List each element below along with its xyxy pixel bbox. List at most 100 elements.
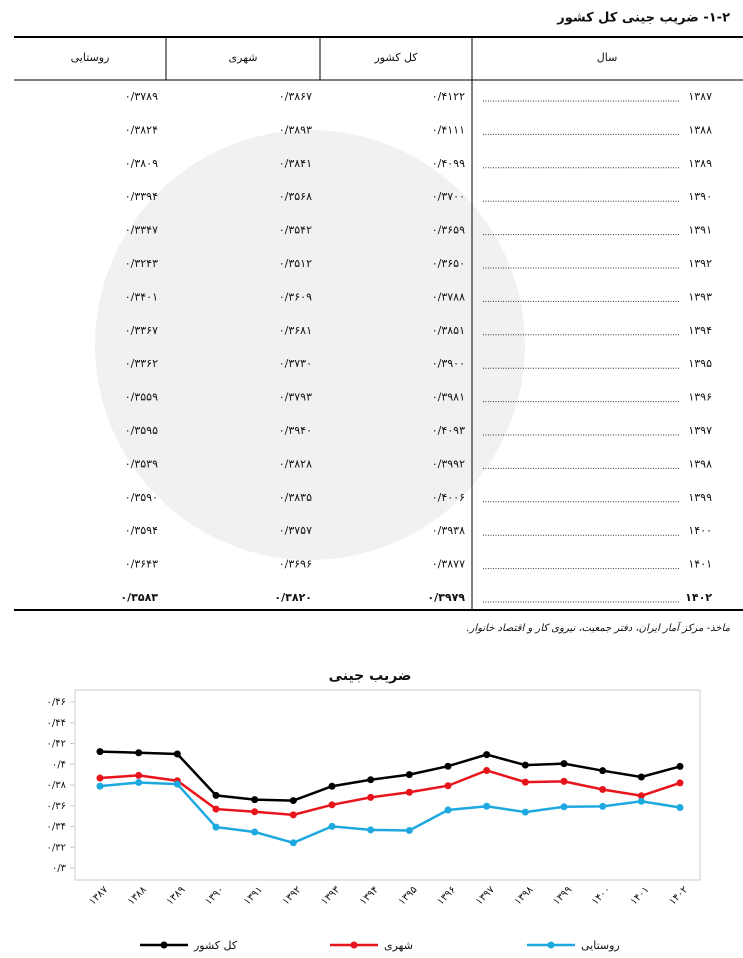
x-tick-label: ۱۳۸۹	[165, 884, 188, 907]
cell-value: ۰/۳۹۰۰	[432, 357, 465, 370]
cell-value: ۰/۳۷۸۹	[125, 90, 158, 103]
cell-value: ۰/۳۸۵۱	[432, 324, 465, 337]
cell-value: ۰/۳۵۶۸	[279, 190, 312, 203]
cell-value: ۰/۳۸۰۹	[125, 157, 158, 170]
point	[289, 839, 297, 847]
point	[521, 761, 529, 769]
year-cell: ۱۳۹۵	[688, 357, 712, 370]
point	[405, 788, 413, 796]
point	[599, 785, 607, 793]
year-cell: ۱۳۸۷	[688, 90, 712, 103]
series-line	[99, 781, 681, 845]
x-tick-label: ۱۳۹۲	[281, 884, 304, 907]
x-tick-label: ۱۳۸۸	[126, 884, 149, 907]
cell-value: ۰/۳۶۵۰	[432, 257, 465, 270]
y-tick-label: ۰/۳۴	[47, 822, 66, 833]
x-tick-label: ۱۳۹۳	[319, 884, 342, 907]
point	[521, 778, 529, 786]
cell-value: ۰/۳۳۴۷	[125, 224, 158, 237]
year-cell: ۱۳۹۸	[688, 457, 712, 470]
year-cell: ۱۴۰۲	[685, 591, 712, 604]
legend-label: شهری	[384, 939, 413, 952]
point	[212, 823, 220, 831]
x-tick-label: ۱۴۰۲	[667, 884, 690, 907]
cell-value: ۰/۳۸۴۱	[279, 157, 312, 170]
cell-value: ۰/۳۷۸۸	[432, 290, 465, 303]
cell-value: ۰/۳۹۴۰	[279, 424, 312, 437]
cell-value: ۰/۴۰۹۹	[432, 157, 465, 170]
point	[135, 779, 143, 787]
chart-frame	[74, 689, 701, 881]
x-tick-label: ۱۳۹۷	[474, 884, 497, 907]
point	[676, 762, 684, 770]
point	[135, 749, 143, 757]
cell-value: ۰/۳۳۶۲	[125, 357, 158, 370]
point	[637, 773, 645, 781]
cell-value: ۰/۳۹۹۲	[432, 457, 465, 470]
y-tick-label: ۰/۳۶	[47, 801, 66, 812]
legend-label: کل کشور	[193, 939, 238, 952]
cell-value: ۰/۳۵۹۰	[125, 491, 158, 504]
point	[96, 782, 104, 790]
point	[483, 751, 491, 759]
point	[405, 771, 413, 779]
point	[599, 767, 607, 775]
point	[173, 780, 181, 788]
y-tick-label: ۰/۴۴	[47, 718, 66, 729]
source: ماخذ- مرکز آمار ایران، دفتر جمعیت، نیروی…	[466, 621, 730, 634]
chart-title: ضریب جینی	[329, 668, 412, 684]
point	[521, 808, 529, 816]
point	[367, 793, 375, 801]
cell-value: ۰/۳۷۳۰	[279, 357, 312, 370]
cell-value: ۰/۳۳۹۴	[125, 190, 158, 203]
point	[483, 802, 491, 810]
x-tick-label: ۱۴۰۰	[590, 884, 613, 907]
cell-value: ۰/۳۸۶۷	[279, 90, 312, 103]
x-tick-label: ۱۳۸۷	[87, 884, 110, 907]
cell-value: ۰/۳۸۷۷	[432, 558, 465, 571]
y-tick-label: ۰/۳۸	[47, 780, 67, 791]
cell-value: ۰/۳۷۵۷	[279, 524, 312, 537]
point	[251, 808, 259, 816]
point	[560, 777, 568, 785]
point	[676, 779, 684, 787]
point	[289, 797, 297, 805]
cell-value: ۰/۳۹۳۸	[432, 524, 465, 537]
cell-value: ۰/۳۵۵۹	[125, 391, 158, 404]
point	[96, 774, 104, 782]
cell-value: ۰/۳۵۹۵	[125, 424, 158, 437]
series-line	[99, 769, 681, 817]
point	[637, 797, 645, 805]
point	[444, 782, 452, 790]
y-tick-label: ۰/۴۲	[47, 739, 66, 750]
point	[96, 748, 104, 756]
year-cell: ۱۳۹۱	[688, 224, 712, 237]
cell-value: ۰/۳۸۲۸	[279, 457, 312, 470]
point	[637, 792, 645, 800]
cell-value: ۰/۳۲۴۳	[125, 257, 158, 270]
legend-dot	[547, 941, 555, 949]
point	[328, 822, 336, 830]
cell-value: ۰/۳۸۲۰	[274, 591, 312, 604]
point	[444, 806, 452, 814]
cell-value: ۰/۳۸۳۵	[279, 491, 312, 504]
year-cell: ۱۳۹۹	[688, 491, 712, 504]
column-header: کل کشور	[373, 51, 418, 64]
y-tick-label: ۰/۳	[52, 863, 67, 874]
year-cell: ۱۳۸۹	[688, 157, 712, 170]
y-tick-label: ۰/۳۲	[47, 842, 66, 853]
x-tick-label: ۱۳۹۹	[551, 884, 574, 907]
x-tick-label: ۱۳۹۱	[242, 884, 265, 907]
point	[560, 760, 568, 768]
point	[560, 803, 568, 811]
year-cell: ۱۴۰۰	[688, 524, 712, 537]
point	[367, 776, 375, 784]
cell-value: ۰/۳۶۴۳	[125, 558, 158, 571]
cell-value: ۰/۳۶۰۹	[279, 290, 312, 303]
cell-value: ۰/۳۶۸۱	[279, 324, 312, 337]
point	[328, 801, 336, 809]
point	[251, 796, 259, 804]
point	[328, 782, 336, 790]
column-header: روستایی	[71, 51, 110, 64]
